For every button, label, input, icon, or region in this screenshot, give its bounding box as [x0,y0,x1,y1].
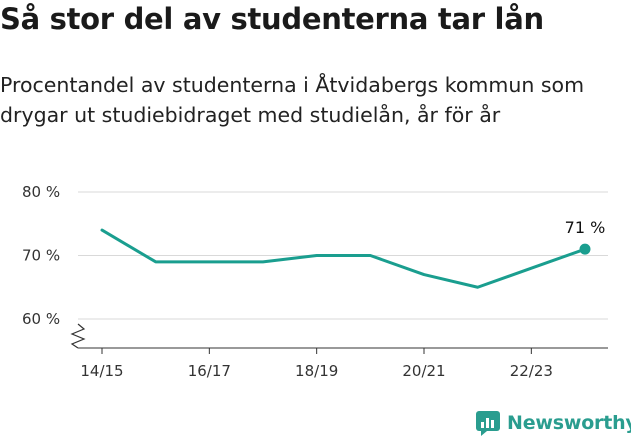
line-chart: 60 % 70 % 80 % 14/15 16/17 18/19 20/21 22/23 7… [22,183,608,380]
x-tick-label: 20/21 [402,362,445,380]
y-tick-label: 70 % [22,247,60,265]
x-tick-label: 14/15 [80,362,123,380]
x-tick-label: 16/17 [188,362,231,380]
x-axis-ticks: 14/15 16/17 18/19 20/21 22/23 [80,348,553,380]
y-tick-label: 80 % [22,183,60,201]
axis-break-zigzag [70,323,86,349]
chart-subtitle: Procentandel av studenterna i Åtvidaberg… [0,73,585,127]
brand-name: Newsworthy [507,412,631,434]
data-label: 71 % [565,218,606,237]
x-tick-label: 22/23 [510,362,553,380]
y-axis-ticks: 60 % 70 % 80 % [22,183,60,328]
y-tick-label: 60 % [22,310,60,328]
series-layer [100,228,591,289]
newsworthy-logo-icon [476,411,500,436]
series-line [100,228,587,289]
data-labels: 71 % [565,218,606,237]
x-tick-label: 18/19 [295,362,338,380]
data-point [579,243,591,255]
brand-logo: Newsworthy [475,408,631,438]
grid-lines [78,191,608,349]
axis-break-icon [70,323,86,349]
chart-title: Så stor del av studenterna tar lån [0,2,544,36]
